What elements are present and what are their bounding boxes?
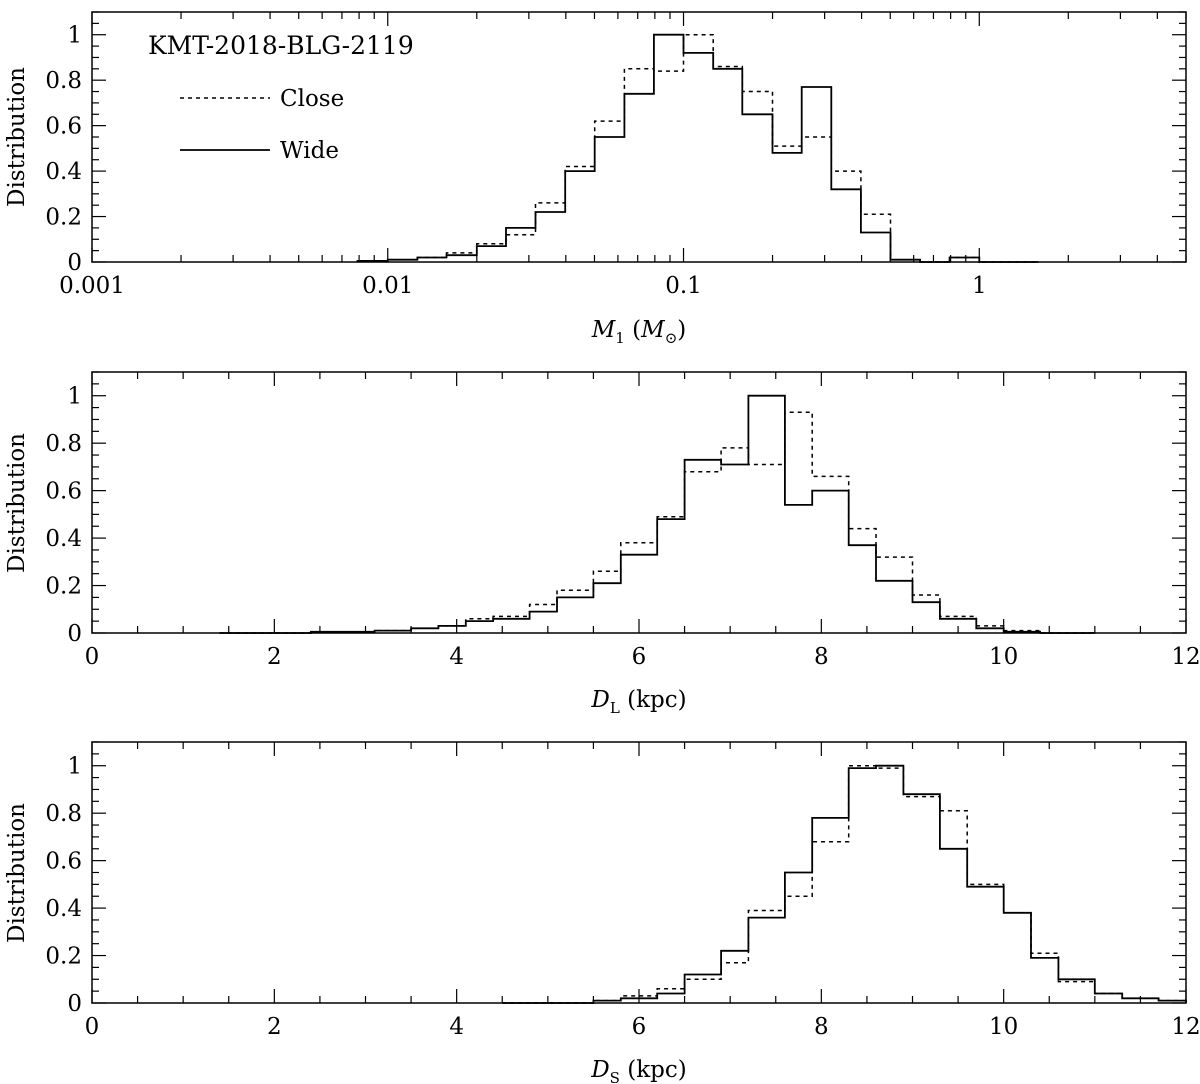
chart-title: KMT-2018-BLG-2119: [148, 31, 414, 60]
xlabel-mass-unit-sub: ⊙: [665, 329, 678, 347]
y-tick-label: 0.4: [45, 159, 82, 185]
x-tick-label: 6: [632, 644, 647, 670]
y-tick-label: 0.2: [45, 574, 82, 600]
wide-histogram-lens-distance: [219, 394, 1095, 634]
lens-distance-tick-labels: 0 2 4 6 8 10 12 0 0.2 0.4 0.6 0.8 1: [45, 384, 1200, 670]
xlabel-source-distance-sub: S: [610, 1069, 620, 1084]
ylabel-source-distance: Distribution: [4, 803, 30, 943]
xlabel-mass-symbol: M: [591, 317, 617, 343]
y-tick-label: 0.6: [45, 114, 82, 140]
y-tick-label: 1: [67, 23, 82, 49]
x-tick-label: 12: [1171, 1014, 1200, 1040]
wide-histogram-source-distance: [502, 764, 1187, 1004]
plot-frame-source-distance: [91, 741, 1187, 1004]
y-tick-label: 0.8: [45, 68, 82, 94]
legend: Close Wide: [180, 86, 344, 164]
xlabel-source-distance: DS (kpc): [590, 1057, 687, 1084]
y-tick-label: 0.4: [45, 526, 82, 552]
x-tick-label: 12: [1171, 644, 1200, 670]
legend-wide-label: Wide: [280, 138, 339, 164]
x-tick-label: 8: [814, 644, 829, 670]
x-tick-label: 4: [449, 1014, 464, 1040]
ylabel-lens-distance: Distribution: [4, 433, 30, 573]
legend-close-label: Close: [280, 86, 344, 112]
x-tick-label: 10: [989, 1014, 1018, 1040]
close-histogram-source-distance: [502, 764, 1187, 1004]
y-tick-label: 0.6: [45, 479, 82, 505]
xlabel-mass: M1 (M⊙): [591, 317, 687, 347]
x-tick-label: 0.1: [665, 273, 702, 299]
ylabel-mass: Distribution: [4, 67, 30, 207]
xlabel-source-distance-symbol: D: [590, 1057, 609, 1083]
x-tick-label: 0.01: [362, 273, 413, 299]
x-tick-label: 4: [449, 644, 464, 670]
y-tick-label: 0.6: [45, 849, 82, 875]
x-tick-label: 0: [85, 1014, 100, 1040]
wide-histogram-mass: [356, 33, 1039, 263]
x-tick-label: 0.001: [59, 273, 125, 299]
plot-frame-lens-distance: [91, 371, 1187, 634]
panel-mass: 0.001 0.01 0.1 1 0 0.2 0.4 0.6 0.8 1 Distribution…: [4, 11, 1187, 347]
source-distance-ticks: [91, 741, 1187, 1004]
mass-ticks: [91, 11, 1187, 263]
y-tick-label: 0.2: [45, 205, 82, 231]
close-histogram-mass: [356, 33, 1039, 263]
y-tick-label: 0: [67, 250, 82, 276]
xlabel-mass-open: (: [632, 317, 641, 343]
xlabel-source-distance-unit: (kpc): [627, 1057, 687, 1083]
source-distance-tick-labels: 0 2 4 6 8 10 12 0 0.2 0.4 0.6 0.8 1: [45, 754, 1200, 1040]
x-tick-label: 2: [267, 1014, 282, 1040]
y-tick-label: 0: [67, 621, 82, 647]
mass-tick-labels: 0.001 0.01 0.1 1 0 0.2 0.4 0.6 0.8 1: [45, 23, 986, 299]
y-tick-label: 0.2: [45, 944, 82, 970]
x-tick-label: 8: [814, 1014, 829, 1040]
panel-lens-distance: 0 2 4 6 8 10 12 0 0.2 0.4 0.6 0.8 1 Distribution DL …: [4, 371, 1200, 717]
y-tick-label: 1: [67, 384, 82, 410]
x-tick-label: 0: [85, 644, 100, 670]
panel-source-distance: 0 2 4 6 8 10 12 0 0.2 0.4 0.6 0.8 1 Distribution DS …: [4, 741, 1200, 1084]
xlabel-mass-unit-symbol: M: [640, 317, 666, 343]
x-tick-label: 1: [972, 273, 987, 299]
xlabel-mass-close: ): [677, 317, 686, 343]
y-tick-label: 0.4: [45, 896, 82, 922]
xlabel-lens-distance-unit: (kpc): [627, 687, 687, 713]
y-tick-label: 0: [67, 991, 82, 1017]
xlabel-lens-distance-sub: L: [610, 699, 620, 717]
lens-distance-ticks: [91, 371, 1187, 634]
x-tick-label: 6: [632, 1014, 647, 1040]
y-tick-label: 0.8: [45, 431, 82, 457]
y-tick-label: 0.8: [45, 801, 82, 827]
xlabel-mass-sub: 1: [615, 329, 625, 347]
xlabel-lens-distance-symbol: D: [590, 687, 609, 713]
xlabel-lens-distance: DL (kpc): [590, 687, 686, 717]
x-tick-label: 10: [989, 644, 1018, 670]
x-tick-label: 2: [267, 644, 282, 670]
y-tick-label: 1: [67, 754, 82, 780]
